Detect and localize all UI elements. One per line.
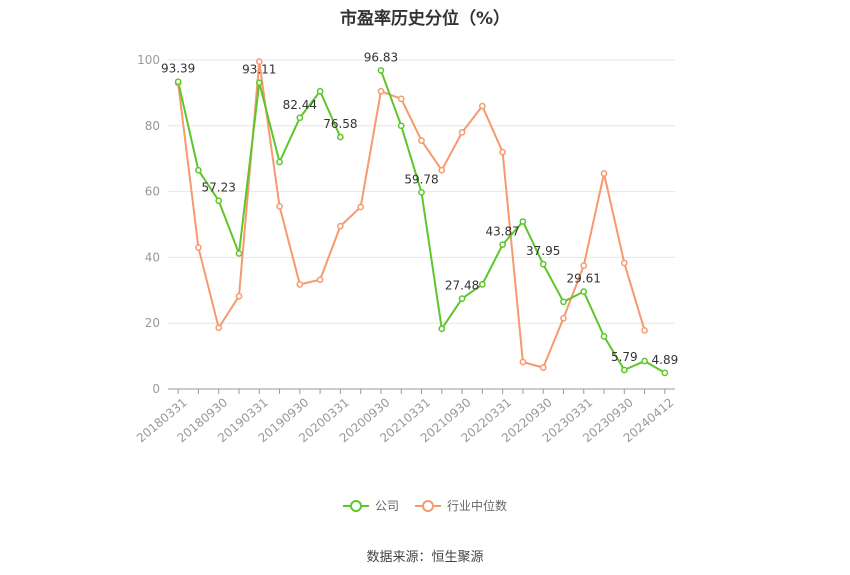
data-point-industry — [580, 262, 588, 269]
data-point-company — [296, 114, 304, 122]
y-tick-label: 80 — [145, 119, 160, 133]
data-point-industry — [276, 203, 283, 210]
legend-company-line-icon — [342, 499, 369, 512]
y-tick-label: 20 — [145, 316, 160, 330]
series-line-industry — [177, 60, 646, 369]
data-label: 27.48 — [445, 279, 479, 293]
legend-industry-line-icon — [415, 499, 441, 512]
data-point-company — [195, 166, 202, 174]
data-point-company — [580, 288, 588, 295]
data-point-industry — [337, 222, 344, 230]
data-point-company — [337, 133, 344, 141]
data-label: 82.44 — [283, 98, 317, 112]
data-point-industry — [195, 244, 202, 251]
legend-industry-label: 行业中位数 — [447, 499, 508, 513]
data-label: 57.23 — [202, 181, 236, 195]
series-lines — [177, 60, 666, 374]
legend: 公司 行业中位数 — [0, 497, 850, 514]
legend-item-company[interactable]: 公司 — [342, 497, 399, 514]
data-label: 93.39 — [161, 62, 195, 76]
legend-company-label: 公司 — [374, 499, 399, 513]
y-tick-label: 100 — [137, 53, 160, 67]
data-label: 37.95 — [526, 244, 560, 258]
data-point-company — [418, 188, 425, 196]
chart-title: 市盈率历史分位（%） — [339, 9, 511, 29]
data-point-company — [235, 250, 243, 257]
data-point-company — [377, 67, 385, 74]
data-point-industry — [519, 358, 527, 366]
data-point-industry — [560, 314, 567, 322]
data-label: 4.89 — [652, 353, 679, 367]
data-label: 76.58 — [323, 117, 357, 131]
data-point-industry — [620, 259, 628, 267]
data-point-industry — [478, 102, 486, 110]
data-point-company — [174, 78, 182, 86]
legend-item-industry[interactable]: 行业中位数 — [415, 497, 507, 514]
data-point-industry — [316, 276, 324, 284]
data-label: 43.87 — [485, 225, 519, 239]
data-point-industry — [255, 58, 263, 65]
data-point-company — [600, 333, 608, 340]
data-point-company — [438, 325, 446, 333]
data-point-company — [539, 260, 547, 268]
data-point-company — [255, 79, 263, 87]
data-point-company — [458, 295, 466, 302]
data-point-industry — [641, 327, 648, 334]
data-point-industry — [499, 148, 506, 156]
data-point-company — [215, 197, 223, 205]
data-point-company — [316, 87, 324, 95]
data-point-company — [397, 122, 405, 130]
data-label: 93.11 — [242, 63, 276, 77]
data-label: 5.79 — [611, 350, 638, 364]
data-point-industry — [397, 95, 405, 103]
y-tick-label: 0 — [152, 382, 160, 396]
data-point-industry — [418, 137, 425, 144]
data-label: 29.61 — [567, 272, 601, 286]
data-point-industry — [357, 203, 365, 211]
data-point-industry — [438, 166, 446, 174]
data-label: 96.83 — [364, 50, 398, 64]
data-point-company — [620, 366, 628, 374]
data-point-industry — [235, 292, 243, 300]
data-point-industry — [600, 170, 608, 177]
data-point-industry — [377, 87, 385, 95]
data-labels: 93.39 57.23 93.11 82.44 76.58 96.83 59.78 27.48… — [161, 50, 678, 366]
data-point-company — [499, 241, 506, 249]
data-point-industry — [215, 324, 223, 332]
data-point-industry — [458, 129, 466, 136]
y-tick-label: 60 — [145, 185, 160, 199]
data-point-company — [661, 369, 669, 377]
data-point-company — [478, 281, 486, 288]
series-points — [174, 58, 669, 377]
data-label: 59.78 — [404, 172, 438, 186]
data-point-company — [276, 158, 283, 166]
y-tick-label: 40 — [145, 250, 160, 264]
axes: 0204060801002018033120180930201903312019… — [134, 53, 677, 445]
data-point-company — [560, 298, 567, 306]
data-point-industry — [296, 281, 304, 288]
data-source-note: 数据来源：恒生聚源 — [366, 550, 484, 565]
data-point-industry — [539, 364, 547, 371]
data-point-company — [519, 218, 527, 225]
data-point-company — [641, 357, 648, 365]
